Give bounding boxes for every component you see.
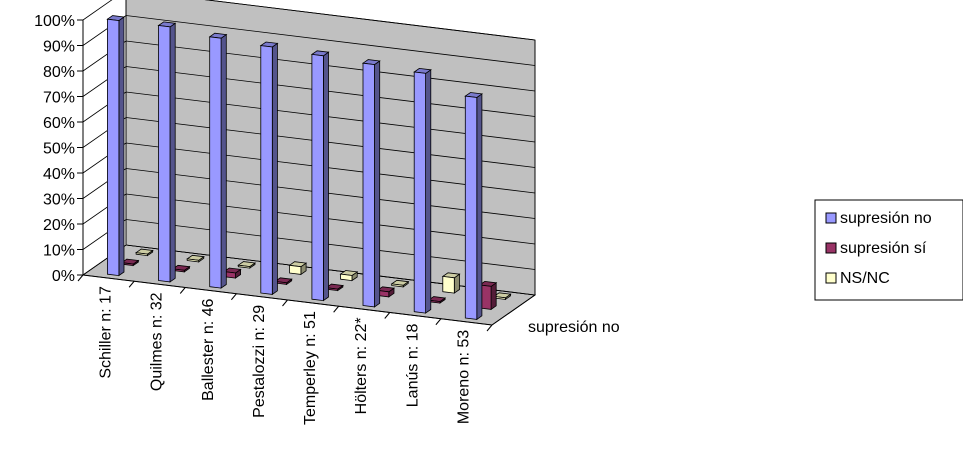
y-axis: 0% 10% 20% 30% 40% 50% 60% 70% 80% 90% 100% — [34, 13, 84, 285]
bar-front — [289, 264, 302, 275]
legend-label: supresión no — [840, 210, 932, 227]
y-tick-label: 30% — [43, 192, 75, 209]
bar — [208, 32, 228, 289]
x-tick — [333, 305, 340, 313]
x-tick-label: Moreno n: 53 — [455, 330, 472, 424]
bar-side — [220, 33, 227, 289]
bar-front — [391, 283, 404, 288]
bar-front — [442, 275, 455, 294]
x-tick — [230, 293, 237, 301]
bar — [237, 261, 257, 269]
legend-swatch — [825, 242, 837, 254]
bar-front — [464, 95, 478, 320]
bar-side — [271, 42, 278, 296]
bar-front — [186, 258, 200, 263]
bar-front — [158, 25, 171, 283]
x-tick — [128, 280, 135, 288]
legend-swatch — [825, 212, 837, 224]
y-tick-label: 50% — [43, 141, 75, 158]
bar — [361, 59, 381, 308]
bar — [478, 280, 498, 311]
x-tick — [179, 287, 186, 294]
legend-swatch — [825, 272, 837, 284]
bar — [171, 264, 191, 273]
y-tick-label: 90% — [43, 39, 75, 56]
bar-side — [322, 51, 329, 302]
bar-side — [118, 16, 125, 277]
x-tick — [282, 299, 288, 307]
depth-axis-line — [491, 294, 536, 326]
y-tick-label: 0% — [52, 268, 75, 285]
bar — [441, 272, 461, 294]
x-axis: Schiller n: 17 Quilmes n: 32 Ballester n: … — [77, 274, 536, 425]
legend-label: NS/NC — [840, 270, 890, 287]
bar — [325, 283, 344, 292]
bar — [259, 41, 279, 296]
bar — [464, 92, 483, 321]
y-tick-label: 60% — [43, 115, 75, 132]
legend: supresión no supresión sí NS/NC — [814, 199, 963, 301]
bar — [390, 279, 410, 288]
bar — [157, 21, 177, 283]
gridlines — [82, 0, 536, 296]
bar-side — [425, 69, 432, 314]
bar — [492, 292, 512, 301]
bar — [310, 50, 330, 302]
x-tick-label: Schiller n: 17 — [98, 286, 115, 379]
bars — [106, 15, 512, 321]
y-tick-label: 80% — [43, 64, 75, 81]
y-tick-label: 100% — [34, 13, 75, 30]
bar-front — [362, 62, 375, 308]
bar — [288, 261, 308, 276]
y-tick-label: 20% — [43, 217, 75, 234]
legend-box — [814, 199, 963, 301]
x-tick — [435, 318, 442, 326]
bar-side — [374, 60, 381, 308]
gridline — [82, 0, 536, 41]
x-tick — [486, 324, 493, 332]
bar — [135, 248, 154, 257]
bar-side — [490, 282, 497, 311]
bar — [427, 296, 447, 304]
bar-front — [107, 18, 120, 277]
bar-front — [237, 264, 251, 269]
bar — [413, 67, 432, 314]
bar-front — [340, 273, 353, 282]
bar — [339, 270, 359, 282]
x-tick-label: Pestalozzi n: 29 — [251, 305, 268, 418]
bar-front — [135, 252, 148, 257]
x-tick-label: Temperley n: 51 — [302, 311, 319, 425]
bar — [106, 15, 126, 277]
bar-front — [260, 45, 273, 295]
bar — [376, 286, 396, 298]
bar-front — [209, 36, 222, 289]
x-tick — [384, 312, 391, 319]
bar — [120, 258, 140, 267]
legend-label: supresión sí — [840, 240, 927, 257]
depth-axis-label: supresión no — [528, 319, 620, 336]
x-tick-label: Ballester n: 46 — [200, 298, 217, 400]
y-tick-label: 40% — [43, 166, 75, 183]
bar — [222, 267, 242, 279]
bar-side — [476, 93, 483, 321]
x-tick-label: Hölters n: 22* — [353, 317, 370, 414]
y-tick-label: 70% — [43, 90, 75, 107]
bar-front — [311, 53, 324, 302]
bar-front — [413, 71, 427, 314]
bar — [186, 254, 205, 263]
bar-side — [169, 22, 176, 283]
bar — [274, 277, 293, 286]
x-tick — [77, 274, 84, 282]
x-tick-label: Lanús n: 18 — [404, 323, 421, 407]
x-tick-label: Quilmes n: 32 — [149, 292, 166, 391]
y-tick-label: 10% — [43, 243, 75, 260]
